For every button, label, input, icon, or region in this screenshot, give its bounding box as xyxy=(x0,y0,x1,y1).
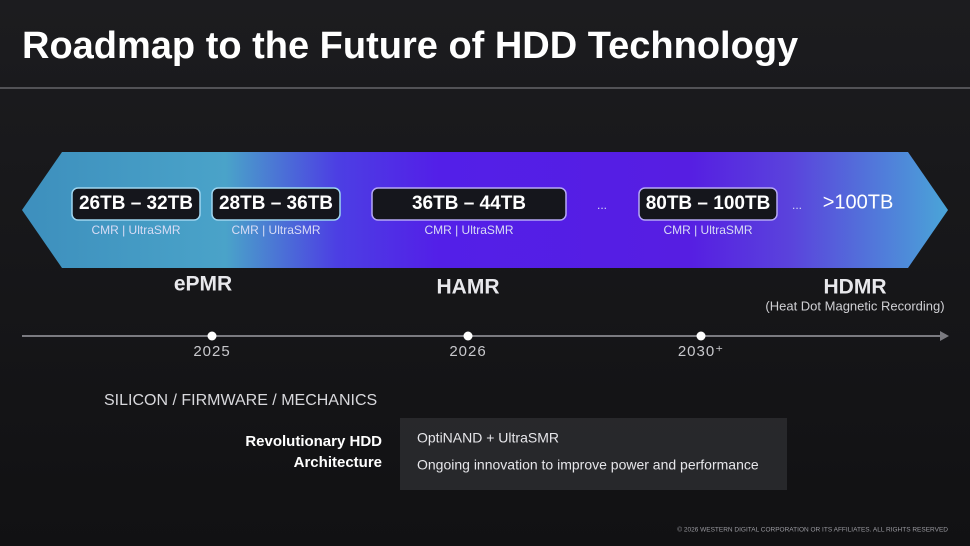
capacity-formats: CMR | UltraSMR xyxy=(91,223,180,237)
capacity-formats: CMR | UltraSMR xyxy=(231,223,320,237)
capacity-range: >100TB xyxy=(823,191,894,213)
capacity-box xyxy=(211,187,341,221)
capacity-range: 26TB – 32TB xyxy=(79,193,193,214)
year: 2025 xyxy=(193,343,230,360)
section-item: Ongoing innovation to improve power and … xyxy=(417,457,759,473)
capacity-box xyxy=(71,187,201,221)
capacity-boxes: 26TB – 32TB CMR | UltraSMR 28TB – 36TB C… xyxy=(71,187,894,237)
technology-description: (Heat Dot Magnetic Recording) xyxy=(765,298,944,313)
timeline-arrow xyxy=(940,331,949,341)
capacity-formats: CMR | UltraSMR xyxy=(663,223,752,237)
section-item: OptiNAND + UltraSMR xyxy=(417,430,559,446)
capacity-box xyxy=(371,187,567,221)
section-label: Revolutionary HDD xyxy=(245,433,382,450)
title: Roadmap to the Future of HDD Technology xyxy=(22,25,798,67)
year: 2030⁺ xyxy=(678,343,724,360)
ellipsis: ... xyxy=(597,198,607,212)
section-panel xyxy=(400,418,787,490)
technology: HAMR xyxy=(437,276,500,299)
section-label: Architecture xyxy=(294,454,382,471)
capacity-range: 80TB – 100TB xyxy=(646,193,771,214)
technology: HDMR xyxy=(824,276,887,299)
timeline-dot xyxy=(696,331,706,341)
ellipsis: ... xyxy=(792,198,802,212)
timeline-dot xyxy=(463,331,473,341)
footer: © 2026 WESTERN DIGITAL CORPORATION OR IT… xyxy=(677,526,948,534)
technology: ePMR xyxy=(174,273,232,296)
capacity-box xyxy=(638,187,778,221)
section-heading: SILICON / FIRMWARE / MECHANICS xyxy=(104,392,377,409)
timeline-dot xyxy=(207,331,217,341)
capacity-formats: CMR | UltraSMR xyxy=(424,223,513,237)
year: 2026 xyxy=(449,343,486,360)
capacity-range: 28TB – 36TB xyxy=(219,193,333,214)
capacity-range: 36TB – 44TB xyxy=(412,193,526,214)
